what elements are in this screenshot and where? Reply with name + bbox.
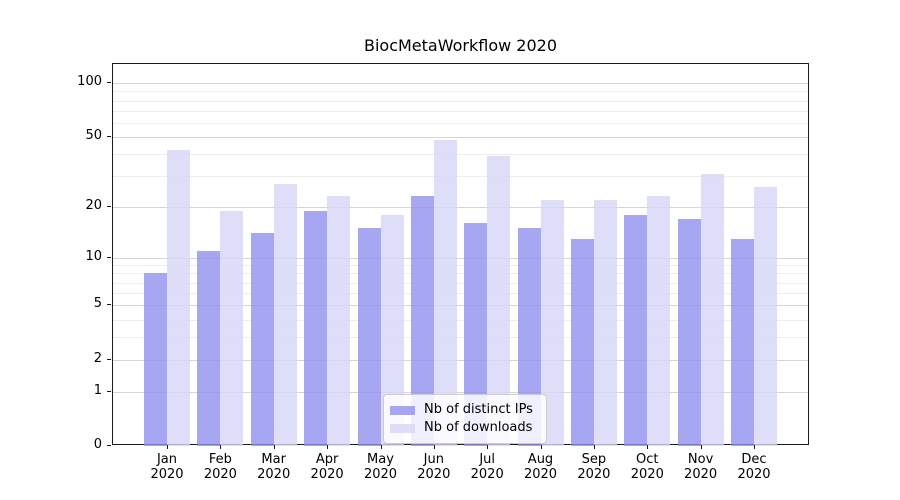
minor-gridline — [113, 110, 808, 112]
x-tick-mark — [754, 445, 755, 449]
y-tick-mark — [107, 256, 111, 258]
x-tick-mark — [593, 445, 595, 449]
y-tick-label: 100 — [77, 74, 102, 90]
plot-area: Nb of distinct IPs Nb of downloads — [112, 63, 809, 446]
legend-label-downloads: Nb of downloads — [424, 420, 533, 435]
legend-row-distinct-ips: Nb of distinct IPs — [390, 402, 538, 418]
minor-gridline — [113, 100, 808, 102]
major-gridline — [113, 206, 808, 208]
major-gridline — [113, 359, 808, 361]
minor-gridline — [113, 176, 808, 178]
bar-downloads-jun — [433, 140, 457, 446]
minor-gridline — [113, 122, 808, 124]
y-tick-label: 0 — [93, 437, 102, 452]
y-tick-mark — [107, 390, 111, 392]
y-tick-label: 1 — [93, 382, 102, 398]
bar-downloads-aug — [540, 199, 564, 446]
bar-distinct-ips-apr — [304, 210, 328, 446]
chart-title: BiocMetaWorkflow 2020 — [363, 36, 557, 55]
bar-distinct-ips-dec — [731, 238, 754, 446]
minor-gridline — [113, 91, 808, 93]
x-tick-label: Jun 2020 — [417, 452, 451, 482]
bar-distinct-ips-may — [357, 228, 381, 446]
bar-downloads-mar — [273, 184, 297, 446]
minor-gridline — [113, 319, 808, 321]
x-tick-mark — [433, 445, 435, 449]
y-tick-label: 10 — [85, 248, 102, 264]
legend-label-distinct-ips: Nb of distinct IPs — [424, 402, 533, 417]
y-tick-label: 5 — [93, 296, 102, 312]
y-tick-mark — [107, 304, 111, 306]
minor-gridline — [113, 154, 808, 156]
legend-swatch-downloads — [390, 423, 415, 433]
bar-downloads-apr — [327, 196, 351, 446]
bar-distinct-ips-jul — [464, 223, 488, 446]
bar-distinct-ips-nov — [677, 218, 701, 446]
x-tick-mark — [487, 445, 489, 449]
x-tick-label: Nov 2020 — [684, 452, 718, 482]
y-tick-mark — [107, 205, 111, 207]
y-tick-label: 20 — [85, 197, 102, 213]
bar-downloads-jan — [167, 150, 190, 446]
x-tick-label: Apr 2020 — [310, 452, 344, 482]
bar-distinct-ips-mar — [250, 233, 274, 446]
bar-distinct-ips-feb — [197, 250, 221, 446]
minor-gridline — [113, 282, 808, 284]
x-tick-label: Jul 2020 — [470, 452, 504, 482]
major-gridline — [113, 305, 808, 307]
x-tick-mark — [647, 445, 649, 449]
x-tick-label: Dec 2020 — [737, 452, 771, 482]
minor-gridline — [113, 293, 808, 294]
x-tick-label: Mar 2020 — [257, 452, 291, 482]
x-tick-label: Jan 2020 — [150, 452, 184, 482]
x-tick-mark — [700, 445, 702, 449]
y-tick-label: 2 — [93, 350, 102, 366]
major-gridline — [113, 136, 808, 138]
y-tick-mark — [107, 358, 111, 360]
bar-downloads-dec — [754, 186, 777, 446]
legend: Nb of distinct IPs Nb of downloads — [383, 394, 547, 444]
bar-downloads-may — [380, 214, 404, 446]
x-tick-mark — [380, 445, 382, 449]
x-tick-label: Aug 2020 — [523, 452, 558, 482]
major-gridline — [113, 83, 808, 85]
minor-gridline — [113, 337, 808, 338]
y-tick-mark — [107, 445, 111, 446]
x-tick-label: May 2020 — [363, 452, 398, 482]
minor-gridline — [113, 273, 808, 275]
bar-distinct-ips-jan — [144, 273, 167, 446]
legend-swatch-distinct-ips — [390, 405, 415, 415]
major-gridline — [113, 391, 808, 393]
x-tick-mark — [273, 445, 275, 449]
major-gridline — [113, 257, 808, 259]
x-tick-label: Sep 2020 — [577, 452, 611, 482]
bar-distinct-ips-oct — [624, 214, 648, 446]
minor-gridline — [113, 265, 808, 266]
bar-distinct-ips-aug — [517, 228, 541, 446]
x-tick-mark — [167, 445, 168, 449]
x-tick-mark — [220, 445, 222, 449]
y-tick-mark — [107, 135, 111, 137]
bar-downloads-feb — [220, 210, 244, 446]
x-tick-mark — [540, 445, 542, 449]
bar-downloads-jul — [487, 156, 511, 446]
y-tick-label: 50 — [85, 127, 102, 143]
y-tick-mark — [107, 82, 111, 84]
legend-row-downloads: Nb of downloads — [390, 420, 538, 436]
bar-downloads-sep — [593, 199, 617, 446]
bar-downloads-oct — [647, 196, 671, 446]
x-tick-label: Feb 2020 — [203, 452, 237, 482]
bar-downloads-nov — [700, 173, 724, 446]
bar-distinct-ips-jun — [410, 196, 434, 446]
x-tick-label: Oct 2020 — [630, 452, 664, 482]
bar-distinct-ips-sep — [570, 238, 594, 446]
x-tick-mark — [327, 445, 329, 449]
